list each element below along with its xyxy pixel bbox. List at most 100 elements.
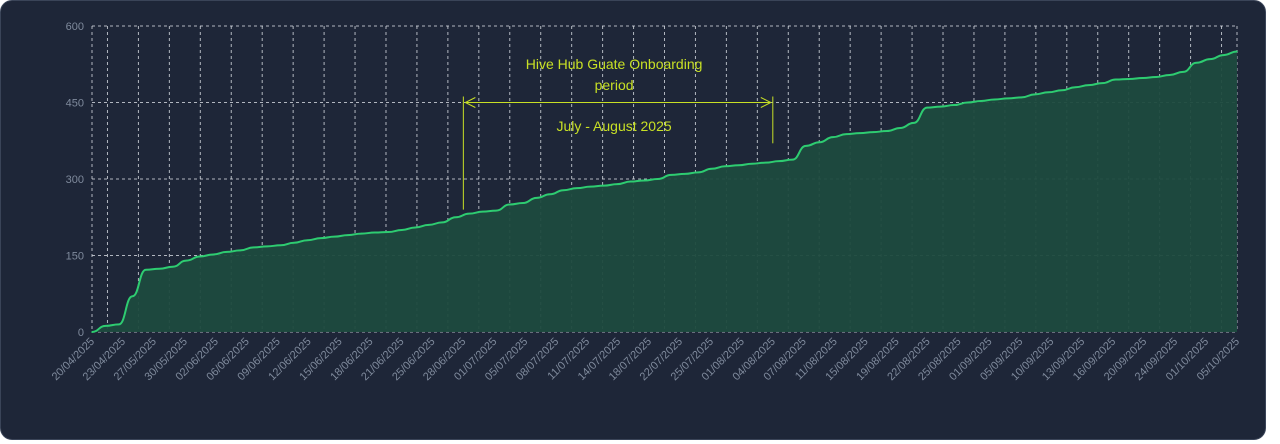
data-point [1222, 54, 1225, 56]
data-point [333, 235, 336, 238]
data-point [1168, 74, 1171, 76]
y-tick-label: 600 [66, 21, 84, 33]
data-point [1074, 86, 1077, 88]
data-point [468, 212, 470, 215]
data-point [939, 105, 942, 108]
data-point [508, 203, 511, 206]
data-point [1195, 61, 1198, 64]
data-point [320, 237, 322, 239]
data-point [791, 158, 794, 161]
data-point [576, 187, 578, 189]
data-point [158, 267, 161, 270]
data-point [118, 323, 120, 326]
data-point [427, 224, 430, 226]
data-point [198, 255, 201, 258]
annotation-arrowhead-left [464, 97, 476, 108]
data-point [832, 136, 834, 138]
data-point [360, 232, 363, 235]
data-point [266, 245, 268, 248]
data-point [697, 171, 699, 174]
data-point [1128, 78, 1131, 80]
data-point [172, 265, 174, 268]
data-point [374, 231, 376, 234]
data-point [145, 268, 147, 271]
data-point [818, 141, 821, 144]
data-point [306, 239, 309, 241]
data-point [805, 145, 807, 147]
data-point [454, 216, 457, 219]
data-point [859, 132, 861, 134]
data-point [1061, 89, 1063, 92]
data-point [737, 164, 740, 167]
data-point [885, 130, 888, 132]
data-point [980, 100, 982, 102]
data-point [603, 184, 605, 187]
data-point [91, 331, 93, 333]
annotation-arrowhead-right [760, 97, 772, 108]
data-point [589, 185, 592, 188]
data-point [279, 244, 282, 247]
data-point [252, 246, 255, 249]
data-point [293, 241, 295, 244]
onboarding-annotation: Hive Hub Guate Onboarding period July - Au… [462, 56, 774, 210]
data-point [1088, 84, 1090, 86]
data-point [495, 209, 497, 212]
data-point [522, 202, 524, 204]
data-point [656, 178, 659, 180]
data-point [185, 259, 188, 262]
data-point [630, 180, 632, 183]
y-axis-ticks: 0 150 300 450 600 [66, 21, 84, 339]
data-point [993, 98, 996, 101]
y-tick-label: 150 [66, 251, 84, 263]
data-point [953, 104, 955, 106]
data-point [1007, 97, 1009, 100]
data-point [1020, 96, 1023, 99]
data-point [1034, 93, 1036, 96]
data-point [1101, 82, 1104, 84]
chart-area [91, 50, 1238, 333]
data-point [899, 127, 902, 129]
data-point [1182, 71, 1184, 73]
data-point [212, 253, 215, 256]
x-axis-ticks: 20/04/202523/04/202527/05/202530/05/2025… [50, 336, 1242, 383]
data-point [751, 162, 753, 165]
data-point [401, 229, 403, 231]
data-point [1114, 78, 1117, 81]
data-point [926, 106, 928, 109]
data-point [387, 231, 390, 233]
annotation-line-2: period [595, 77, 634, 93]
data-point [481, 210, 484, 213]
area-fill [92, 51, 1237, 332]
data-point [845, 133, 848, 135]
data-point [616, 183, 619, 185]
data-point [1141, 77, 1144, 79]
data-point [104, 325, 107, 327]
series-line [91, 50, 1238, 333]
data-point [1236, 50, 1238, 53]
data-point [643, 179, 646, 182]
data-point [347, 234, 349, 236]
data-point [414, 226, 417, 229]
y-tick-label: 300 [66, 174, 84, 186]
data-point [912, 122, 915, 124]
data-point [441, 221, 444, 224]
data-point [549, 193, 551, 196]
data-point [562, 189, 565, 192]
data-point [872, 131, 875, 133]
data-point [535, 197, 538, 199]
data-point [683, 173, 686, 175]
data-point [1209, 58, 1211, 60]
y-tick-label: 450 [66, 98, 84, 110]
y-tick-label: 0 [78, 327, 84, 339]
data-point [966, 101, 969, 104]
data-point [670, 174, 673, 176]
data-point [778, 160, 780, 162]
data-point [724, 165, 726, 168]
data-point [764, 161, 767, 164]
data-point [1047, 91, 1050, 94]
data-point [239, 249, 241, 252]
data-point [1155, 76, 1157, 78]
data-point [131, 295, 134, 298]
annotation-line-1: Hive Hub Guate Onboarding [526, 56, 703, 72]
